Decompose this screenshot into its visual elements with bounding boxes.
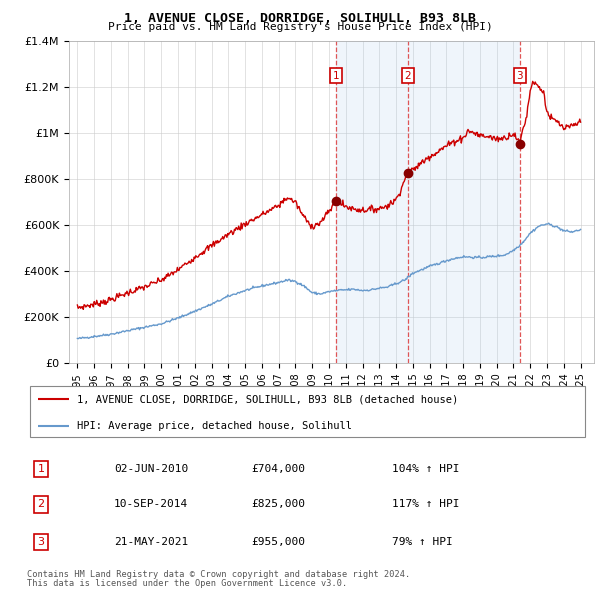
Text: 117% ↑ HPI: 117% ↑ HPI (392, 500, 459, 509)
Text: Contains HM Land Registry data © Crown copyright and database right 2024.: Contains HM Land Registry data © Crown c… (27, 570, 410, 579)
Text: 1: 1 (38, 464, 44, 474)
Text: 104% ↑ HPI: 104% ↑ HPI (392, 464, 459, 474)
Text: £704,000: £704,000 (251, 464, 305, 474)
Bar (407, 41, 520, 363)
Text: Price paid vs. HM Land Registry's House Price Index (HPI): Price paid vs. HM Land Registry's House … (107, 22, 493, 32)
Text: £825,000: £825,000 (251, 500, 305, 509)
Text: 1, AVENUE CLOSE, DORRIDGE, SOLIHULL, B93 8LB: 1, AVENUE CLOSE, DORRIDGE, SOLIHULL, B93… (124, 12, 476, 25)
Text: 2: 2 (37, 500, 44, 509)
Text: 3: 3 (38, 537, 44, 547)
Bar (336, 41, 407, 363)
Text: HPI: Average price, detached house, Solihull: HPI: Average price, detached house, Soli… (77, 421, 352, 431)
FancyBboxPatch shape (30, 386, 585, 437)
Text: This data is licensed under the Open Government Licence v3.0.: This data is licensed under the Open Gov… (27, 579, 347, 588)
Text: 21-MAY-2021: 21-MAY-2021 (114, 537, 188, 547)
Text: 10-SEP-2014: 10-SEP-2014 (114, 500, 188, 509)
Text: 1: 1 (333, 71, 340, 81)
Text: 79% ↑ HPI: 79% ↑ HPI (392, 537, 452, 547)
Text: 3: 3 (517, 71, 523, 81)
Text: 1, AVENUE CLOSE, DORRIDGE, SOLIHULL, B93 8LB (detached house): 1, AVENUE CLOSE, DORRIDGE, SOLIHULL, B93… (77, 394, 459, 404)
Text: £955,000: £955,000 (251, 537, 305, 547)
Text: 2: 2 (404, 71, 411, 81)
Text: 02-JUN-2010: 02-JUN-2010 (114, 464, 188, 474)
